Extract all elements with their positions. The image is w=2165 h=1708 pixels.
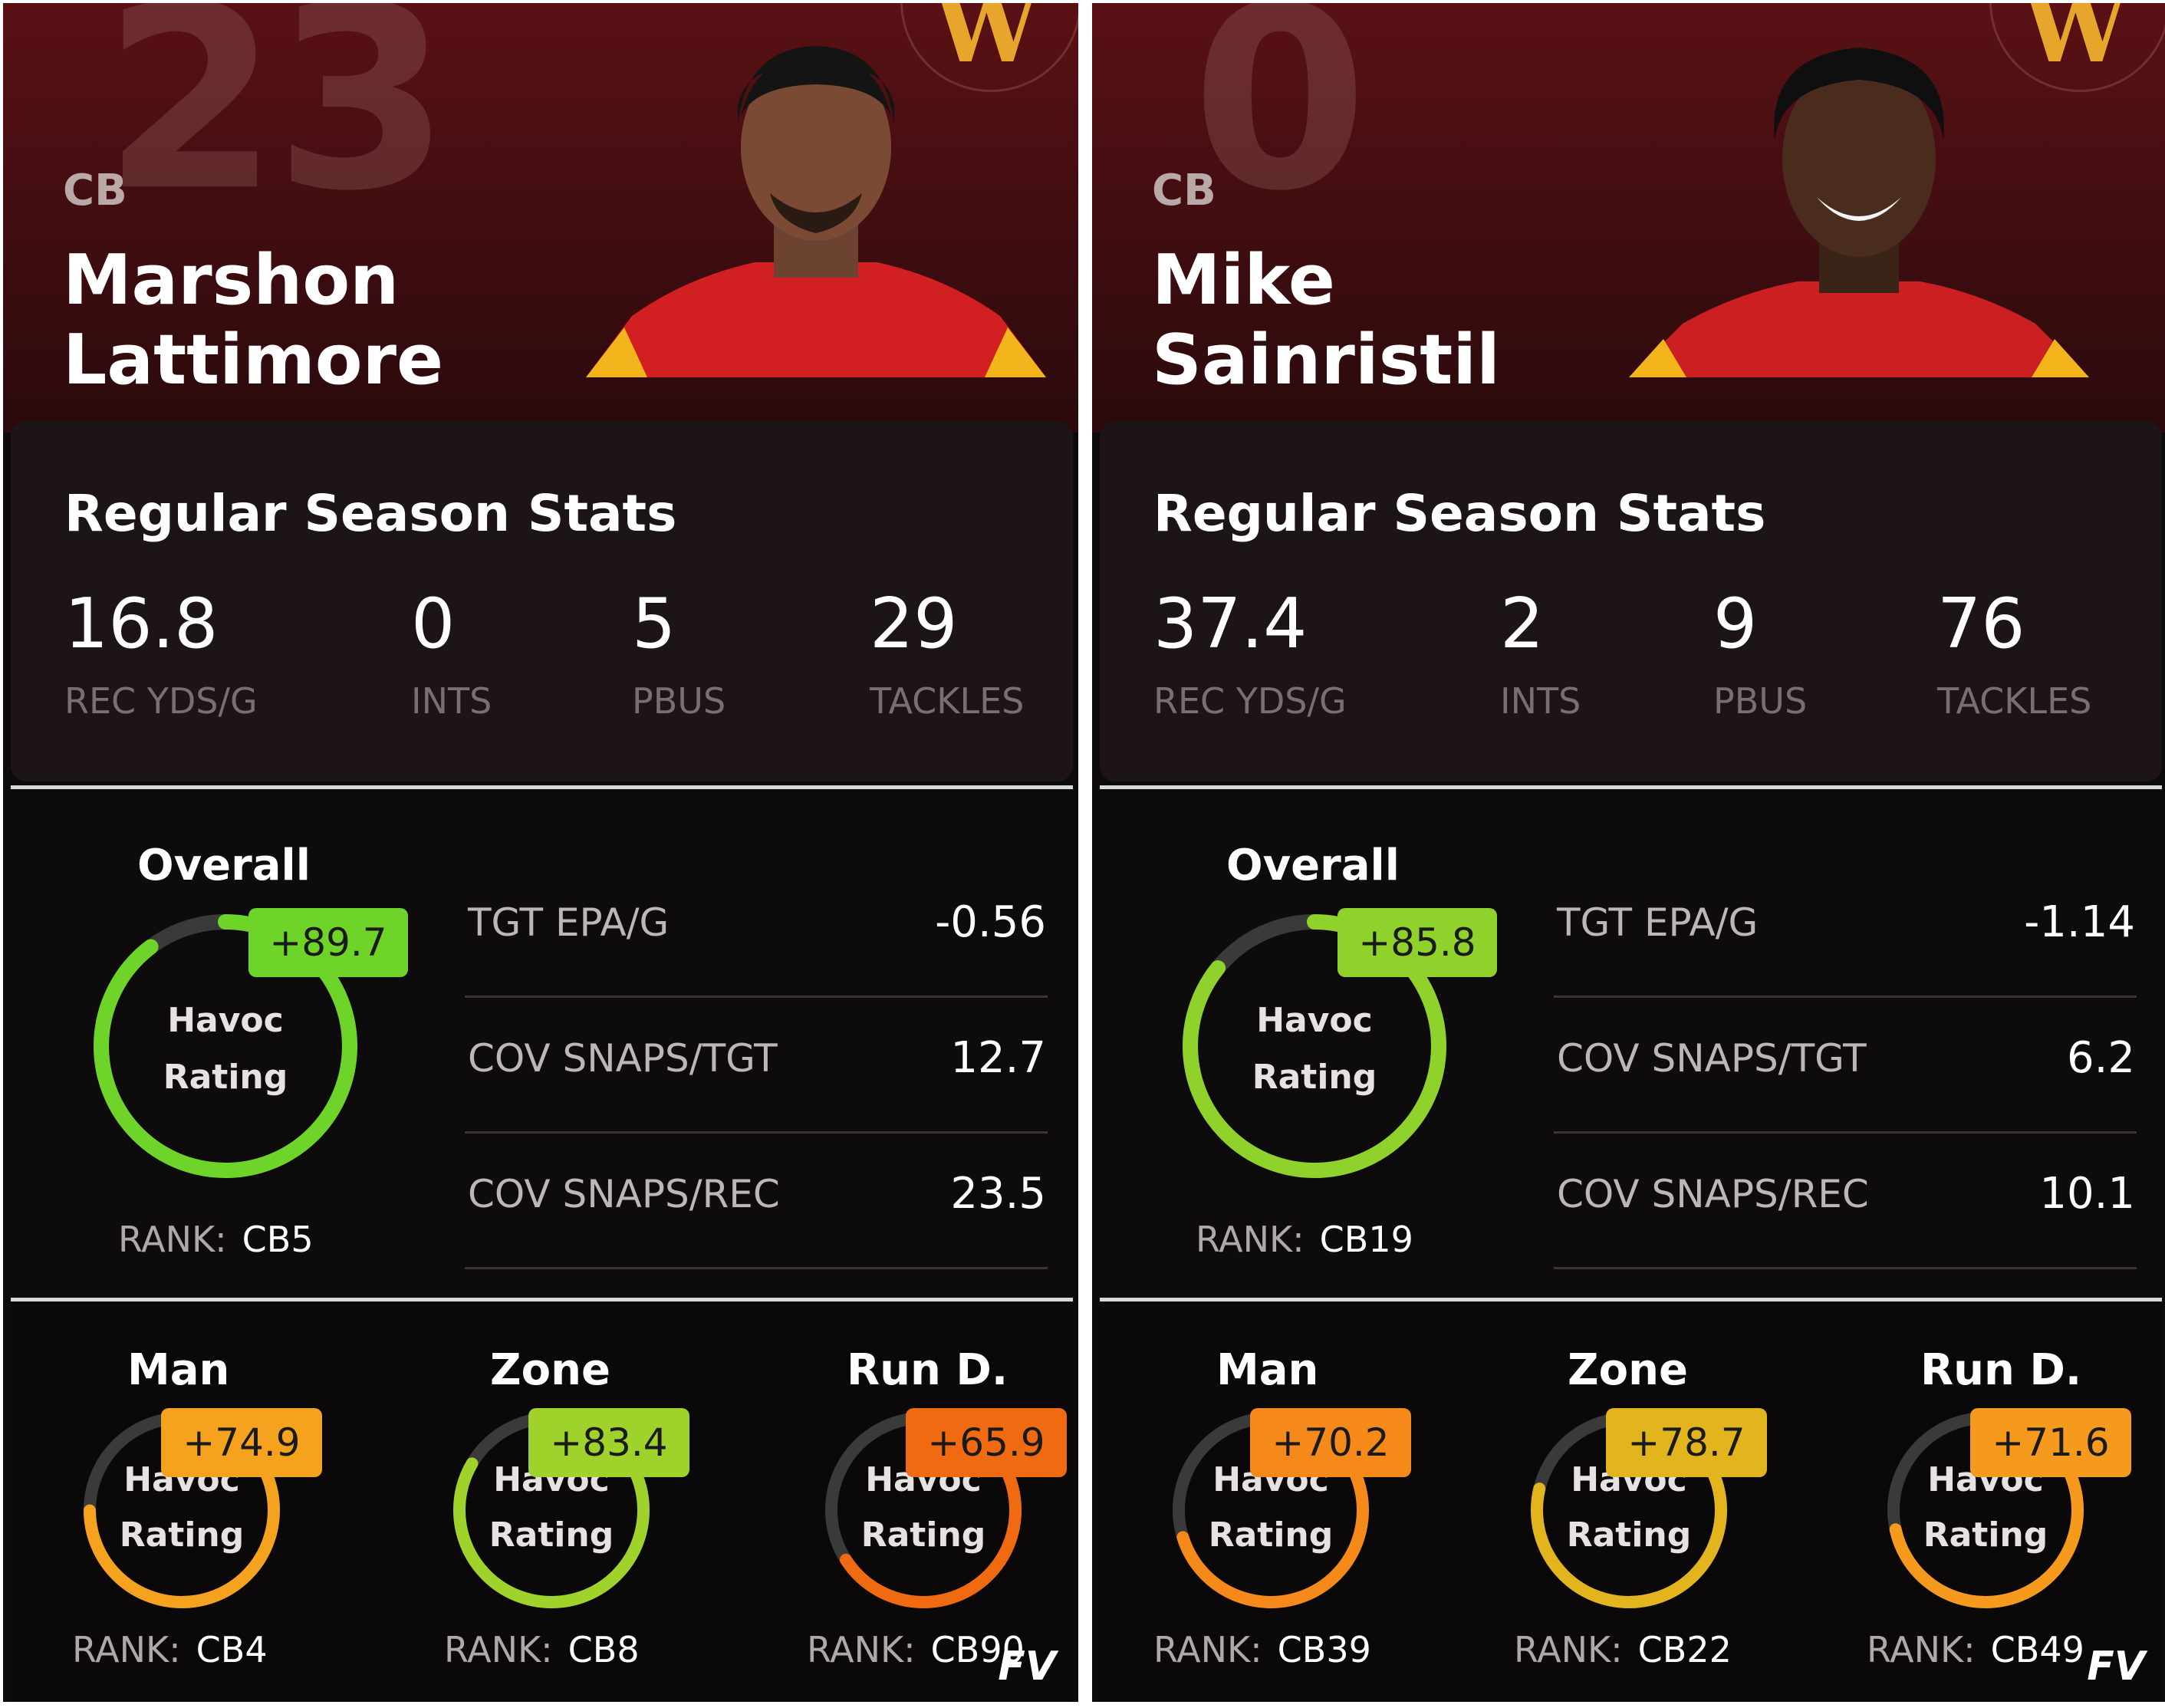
overall-rating-ring: Havoc Rating	[87, 908, 364, 1184]
zone-rank: RANK: CB8	[444, 1629, 640, 1670]
stat-rec-yds: 37.4 REC YDS/G	[1153, 584, 1347, 722]
player-last-name: Lattimore	[63, 320, 444, 400]
player-photo	[1629, 48, 2089, 377]
team-logo-icon: W	[2024, 0, 2127, 84]
zone-score-badge: +83.4	[528, 1408, 689, 1477]
zone-score-badge: +78.7	[1606, 1408, 1767, 1477]
overall-rating-arc	[1183, 914, 1446, 1178]
metric-row: TGT EPA/G -0.56	[465, 862, 1048, 998]
divider	[11, 1298, 1073, 1302]
metric-row: COV SNAPS/TGT 6.2	[1554, 998, 2137, 1134]
man-score-badge: +74.9	[161, 1408, 322, 1477]
run-d-rating: Run D. Havoc Rating +71.6 RANK: CB49	[1817, 1307, 2154, 1702]
run-d-score-badge: +71.6	[1970, 1408, 2131, 1477]
player-photo	[586, 46, 1046, 377]
metrics-list: TGT EPA/G -0.56 COV SNAPS/TGT 12.7 COV SNA…	[465, 862, 1048, 1269]
sub-ratings: Man Havoc Rating +70.2 RANK: CB39 Zone Ha	[1100, 1307, 2162, 1702]
jersey-number: 23	[103, 0, 450, 246]
section-title: Regular Season Stats	[1153, 484, 1766, 543]
overall-rank: RANK: CB5	[118, 1219, 314, 1260]
run-d-rating: Run D. Havoc Rating +65.9 RANK: CB90	[739, 1307, 1077, 1702]
man-rank: RANK: CB4	[72, 1629, 268, 1670]
fv-logo-icon: FV	[998, 1644, 1056, 1690]
stat-rec-yds: 16.8 REC YDS/G	[64, 584, 258, 722]
overall-rating-ring: Havoc Rating	[1176, 908, 1453, 1184]
man-rank: RANK: CB39	[1153, 1629, 1371, 1670]
overall-section: Overall Havoc Rating +89.7 RANK: CB5 TGT E…	[11, 793, 1073, 1295]
player-first-name: Marshon	[63, 240, 400, 321]
fv-logo-icon: FV	[2087, 1644, 2145, 1690]
position-label: CB	[63, 166, 127, 216]
stat-ints: 0 INTS	[411, 584, 492, 722]
player-first-name: Mike	[1152, 240, 1335, 321]
overall-title: Overall	[1226, 841, 1400, 890]
sub-ratings: Man Havoc Rating +74.9 RANK: CB4 Zone Hav	[11, 1307, 1073, 1702]
overall-score-badge: +85.8	[1337, 908, 1497, 977]
havoc-rating-text: Havoc Rating	[163, 1001, 288, 1097]
havoc-rating-text: Havoc Rating	[1252, 1001, 1377, 1097]
run-d-score-badge: +65.9	[906, 1408, 1067, 1477]
regular-season-stats: Regular Season Stats 37.4 REC YDS/G 2 IN…	[1100, 421, 2162, 782]
stat-tackles: 76 TACKLES	[1937, 584, 2092, 722]
run-d-rank: RANK: CB90	[807, 1629, 1025, 1670]
divider	[11, 785, 1073, 789]
player-card-lattimore: 23 W CB Marshon Lattimore Regular Season…	[0, 0, 1081, 1705]
jersey-number: 0	[1192, 0, 1368, 246]
stat-tackles: 29 TACKLES	[870, 584, 1025, 722]
overall-section: Overall Havoc Rating +85.8 RANK: CB19 TGT …	[1100, 793, 2162, 1295]
man-rating: Man Havoc Rating +70.2 RANK: CB39	[1100, 1307, 1437, 1702]
player-card-sainristil: 0 W CB Mike Sainristil Regular Season St…	[1089, 0, 2165, 1705]
overall-rating-arc	[94, 914, 357, 1178]
man-score-badge: +70.2	[1250, 1408, 1411, 1477]
metric-row: COV SNAPS/TGT 12.7	[465, 998, 1048, 1134]
stat-ints: 2 INTS	[1500, 584, 1581, 722]
stat-pbus: 9 PBUS	[1713, 584, 1808, 722]
section-title: Regular Season Stats	[64, 484, 677, 543]
overall-score-badge: +89.7	[248, 908, 408, 977]
overall-title: Overall	[137, 841, 311, 890]
run-d-rank: RANK: CB49	[1867, 1629, 2084, 1670]
position-label: CB	[1152, 166, 1216, 216]
team-logo-icon: W	[935, 0, 1038, 84]
player-last-name: Sainristil	[1152, 320, 1500, 400]
man-rating: Man Havoc Rating +74.9 RANK: CB4	[11, 1307, 348, 1702]
regular-season-stats: Regular Season Stats 16.8 REC YDS/G 0 IN…	[11, 421, 1073, 782]
player-header: 0 W CB Mike Sainristil	[1092, 3, 2165, 433]
player-header: 23 W CB Marshon Lattimore	[3, 3, 1078, 433]
zone-rank: RANK: CB22	[1514, 1629, 1732, 1670]
metrics-list: TGT EPA/G -1.14 COV SNAPS/TGT 6.2 COV SNAP…	[1554, 862, 2137, 1269]
player-name: Marshon Lattimore	[63, 241, 443, 400]
zone-rating: Zone Havoc Rating +83.4 RANK: CB8	[379, 1307, 716, 1702]
metric-row: TGT EPA/G -1.14	[1554, 862, 2137, 998]
zone-rating: Zone Havoc Rating +78.7 RANK: CB22	[1460, 1307, 1798, 1702]
overall-rank: RANK: CB19	[1196, 1219, 1413, 1260]
stat-pbus: 5 PBUS	[632, 584, 726, 722]
player-name: Mike Sainristil	[1152, 241, 1500, 400]
metric-row: COV SNAPS/REC 23.5	[465, 1134, 1048, 1269]
divider	[1100, 1298, 2162, 1302]
divider	[1100, 785, 2162, 789]
metric-row: COV SNAPS/REC 10.1	[1554, 1134, 2137, 1269]
